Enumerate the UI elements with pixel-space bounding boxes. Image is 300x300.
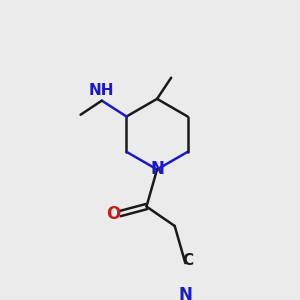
Text: N: N bbox=[150, 160, 164, 178]
Text: N: N bbox=[178, 286, 192, 300]
Text: O: O bbox=[106, 205, 120, 223]
Text: NH: NH bbox=[89, 83, 115, 98]
Text: C: C bbox=[182, 253, 194, 268]
